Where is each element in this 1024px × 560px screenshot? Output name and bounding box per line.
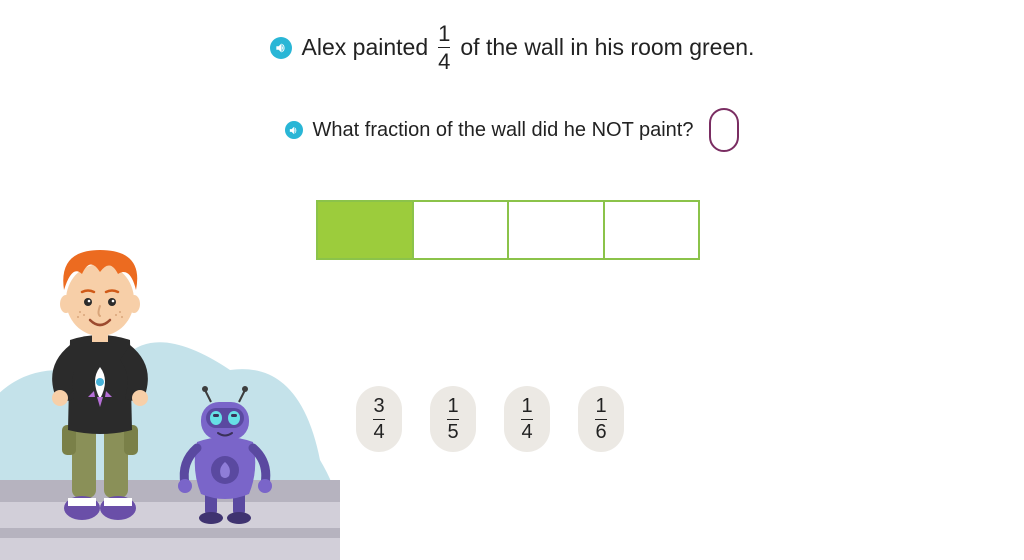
wall-segment [414,200,510,260]
answer-options: 3 4 1 5 1 4 1 6 [356,386,624,452]
option-fraction: 1 6 [595,396,606,443]
option-button[interactable]: 1 4 [504,386,550,452]
scene-illustration [0,180,340,560]
option-button[interactable]: 1 6 [578,386,624,452]
q1-pre: Alex painted [302,34,429,61]
wall-segment [509,200,605,260]
fraction-bar [521,419,532,420]
fraction-numerator: 1 [447,396,458,417]
fraction-numerator: 1 [521,396,532,417]
option-button[interactable]: 1 5 [430,386,476,452]
fraction-bar [438,47,450,48]
q1-fraction: 1 4 [438,22,450,73]
fraction-numerator: 1 [595,396,606,417]
wall-segment [605,200,701,260]
question-line-2: What fraction of the wall did he NOT pai… [0,108,1024,152]
fraction-bar [447,419,458,420]
boy-character [52,250,148,520]
robot-character [178,386,272,524]
fraction-denominator: 5 [447,422,458,443]
fraction-bar [373,419,384,420]
audio-icon[interactable] [285,121,303,139]
fraction-denominator: 4 [373,422,384,443]
option-button[interactable]: 3 4 [356,386,402,452]
fraction-denominator: 6 [595,422,606,443]
fraction-denominator: 4 [438,50,450,73]
wall-segment [316,200,414,260]
option-fraction: 1 5 [447,396,458,443]
q2-text: What fraction of the wall did he NOT pai… [313,119,694,142]
fraction-numerator: 1 [438,22,450,45]
answer-slot[interactable] [709,108,739,152]
question-line-1: Alex painted 1 4 of the wall in his room… [0,22,1024,73]
q1-post: of the wall in his room green. [460,34,754,61]
option-fraction: 3 4 [373,396,384,443]
audio-icon[interactable] [270,37,292,59]
fraction-numerator: 3 [373,396,384,417]
fraction-bar [595,419,606,420]
option-fraction: 1 4 [521,396,532,443]
fraction-denominator: 4 [521,422,532,443]
wall-diagram [316,200,700,260]
